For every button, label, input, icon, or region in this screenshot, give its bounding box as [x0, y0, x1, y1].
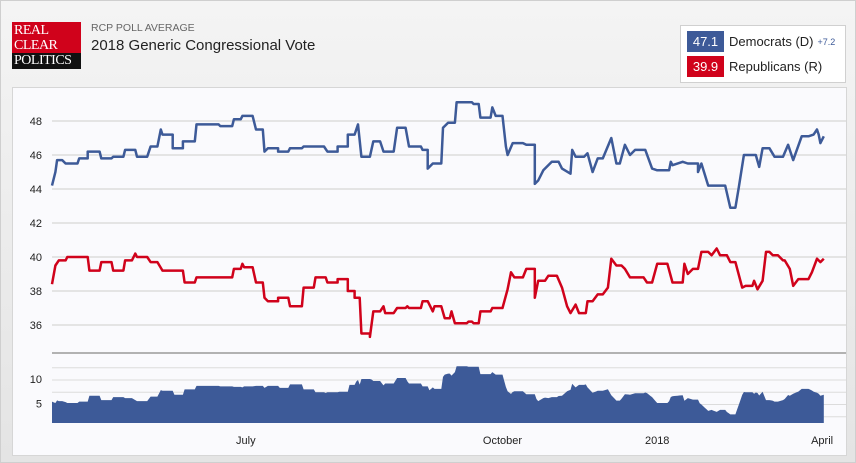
- rcp-logo[interactable]: REAL CLEAR POLITICS: [12, 22, 81, 69]
- x-tick-label: April: [811, 435, 833, 447]
- y-tick-label: 46: [30, 150, 42, 162]
- rep-label: Republicans (R): [729, 59, 823, 74]
- dem-spread: +7.2: [817, 36, 836, 47]
- y-tick-label: 44: [30, 184, 42, 196]
- legend: 47.1 Democrats (D) +7.2 39.9 Republicans…: [680, 25, 846, 83]
- dem-line: [50, 101, 825, 209]
- dem-value-badge: 47.1: [687, 31, 724, 52]
- dem-label: Democrats (D): [729, 34, 814, 49]
- rep-value-badge: 39.9: [687, 56, 724, 77]
- legend-item-dem: 47.1 Democrats (D) +7.2: [687, 31, 835, 52]
- y-tick-label-spread: 5: [36, 399, 42, 411]
- x-tick-label: July: [236, 435, 256, 447]
- y-tick-label: 38: [30, 286, 42, 298]
- legend-item-rep: 39.9 Republicans (R): [687, 56, 822, 77]
- y-tick-label: 36: [30, 320, 42, 332]
- y-tick-label: 42: [30, 218, 42, 230]
- x-tick-label: October: [483, 435, 522, 447]
- chart-subtitle: RCP POLL AVERAGE: [91, 22, 195, 34]
- chart-title: 2018 Generic Congressional Vote: [91, 37, 316, 54]
- spread-area: [52, 366, 824, 423]
- logo-word: REAL: [14, 23, 49, 38]
- logo-word: CLEAR: [14, 38, 58, 53]
- y-tick-label: 48: [30, 116, 42, 128]
- logo-word: POLITICS: [14, 53, 72, 68]
- rep-line: [50, 247, 825, 339]
- y-tick-label: 40: [30, 252, 42, 264]
- x-tick-label: 2018: [645, 435, 669, 447]
- y-tick-label-spread: 10: [30, 374, 42, 386]
